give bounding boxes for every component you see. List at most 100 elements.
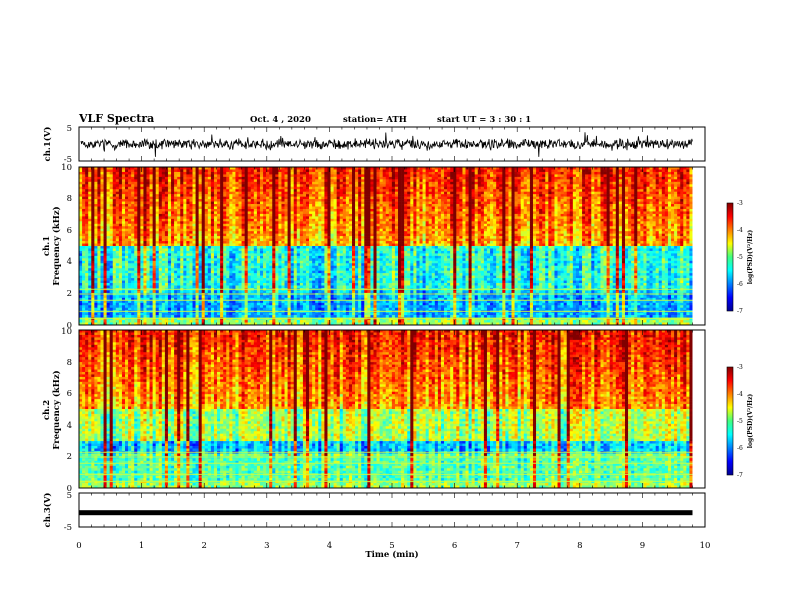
spectrogram-cell — [281, 191, 285, 195]
spectrogram-cell — [444, 213, 448, 217]
spectrogram-cell — [253, 186, 258, 190]
spectrogram-cell — [312, 184, 316, 188]
spectrogram-cell — [152, 213, 156, 217]
spectrogram-cell — [204, 194, 209, 197]
spectrogram-cell — [241, 196, 245, 200]
spectrogram-cell — [456, 216, 460, 220]
spectrogram-cell — [143, 211, 147, 215]
spectrogram-cell — [370, 196, 374, 200]
spectrogram-cell — [407, 181, 411, 185]
spectrogram-cell — [217, 186, 221, 190]
spectrogram-cell — [309, 221, 313, 225]
spectrogram-cell — [394, 194, 399, 197]
spectrogram-cell — [284, 216, 288, 220]
spectrogram-cell — [649, 181, 653, 185]
spectrogram-cell — [588, 199, 592, 202]
spectrogram-cell — [450, 216, 454, 220]
spectrogram-cell — [259, 218, 264, 222]
spectrogram-cell — [551, 179, 555, 183]
spectrogram-cell — [210, 218, 215, 222]
spectrogram-cell — [603, 204, 607, 207]
spectrogram-cell — [100, 171, 104, 175]
spectrogram-cell — [404, 189, 408, 192]
spectrogram-cell — [140, 169, 144, 173]
spectrogram-cell — [563, 181, 568, 185]
spectrogram-cell — [312, 218, 316, 222]
spectrogram-cell — [364, 184, 368, 188]
spectrogram-cell — [643, 184, 647, 188]
spectrogram-cell — [526, 169, 531, 173]
spectrogram-cell — [563, 176, 568, 180]
spectrogram-cell — [637, 211, 641, 215]
spectrogram-cell — [572, 184, 577, 188]
spectrogram-cell — [213, 221, 218, 225]
spectrogram-cell — [542, 194, 546, 197]
spectrogram-cell — [413, 218, 417, 222]
spectrogram-cell — [658, 181, 663, 185]
spectrogram-cell — [523, 204, 528, 207]
spectrogram-cell — [327, 189, 331, 192]
spectrogram-cell — [121, 174, 126, 178]
spectrogram-cell — [352, 204, 356, 207]
spectrogram-cell — [97, 196, 101, 200]
spectrogram-cell — [398, 211, 402, 215]
spectrogram-cell — [278, 174, 282, 178]
spectrogram-cell — [171, 179, 175, 183]
spectrogram-cell — [493, 191, 497, 195]
spectrogram-cell — [499, 191, 503, 195]
spectrogram-cell — [373, 204, 377, 207]
spectrogram-cell — [563, 179, 568, 183]
spectrogram-cell — [204, 176, 209, 180]
spectrogram-cell — [474, 206, 479, 210]
spectrogram-cell — [256, 201, 261, 205]
spectrogram-cell — [532, 171, 537, 175]
spectrogram-cell — [318, 199, 322, 202]
spectrogram-cell — [278, 196, 282, 200]
spectrogram-cell — [404, 174, 408, 178]
spectrogram-cell — [428, 174, 433, 178]
spectrogram-cell — [508, 191, 512, 195]
spectrogram-cell — [195, 181, 199, 185]
spectrogram-cell — [290, 216, 295, 220]
spectrogram-cell — [401, 204, 405, 207]
spectrogram-cell — [305, 196, 310, 200]
spectrogram-cell — [450, 206, 454, 210]
spectrogram-cell — [548, 201, 552, 205]
spectrogram-cell — [450, 176, 454, 180]
spectrogram-cell — [422, 199, 426, 202]
spectrogram-cell — [440, 216, 445, 220]
spectrogram-cell — [664, 176, 669, 180]
spectrogram-cell — [600, 174, 604, 178]
spectrogram-cell — [327, 213, 331, 217]
spectrogram-cell — [259, 174, 264, 178]
spectrogram-cell — [508, 189, 512, 192]
spectrogram-cell — [364, 221, 368, 225]
spectrogram-cell — [646, 213, 650, 217]
spectrogram-cell — [309, 211, 313, 215]
spectrogram-cell — [652, 213, 656, 217]
spectrogram-cell — [401, 218, 405, 222]
spectrogram-cell — [416, 199, 420, 202]
spectrogram-cell — [361, 189, 365, 192]
spectrogram-cell — [333, 189, 337, 192]
spectrogram-cell — [167, 179, 172, 183]
spectrogram-cell — [324, 221, 328, 225]
spectrogram-cell — [94, 184, 98, 188]
spectrogram-cell — [302, 179, 307, 183]
spectrogram-cell — [655, 181, 660, 185]
spectrogram-cell — [125, 223, 129, 227]
spectrogram-cell — [177, 186, 181, 190]
spectrogram-cell — [410, 194, 414, 197]
spectrogram-cell — [413, 204, 417, 207]
spectrogram-cell — [609, 218, 614, 222]
spectrogram-cell — [198, 221, 202, 225]
spectrogram-cell — [600, 208, 604, 212]
spectrogram-cell — [437, 186, 442, 190]
spectrogram-cell — [238, 211, 242, 215]
spectrogram-cell — [189, 223, 193, 227]
spectrogram-cell — [600, 216, 604, 220]
spectrogram-cell — [640, 221, 644, 225]
spectrogram-cell — [631, 221, 635, 225]
spectrogram-cell — [339, 218, 344, 222]
spectrogram-cell — [272, 226, 276, 230]
